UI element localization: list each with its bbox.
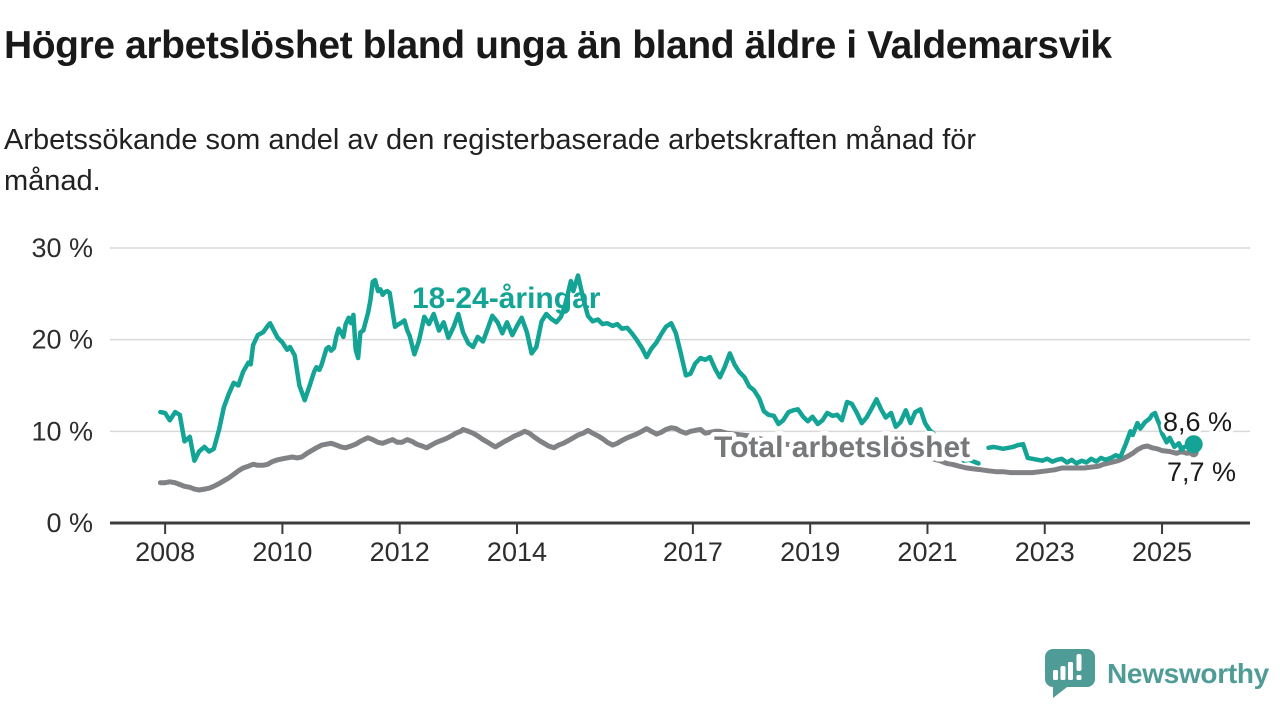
chart-title: Högre arbetslöshet bland unga än bland ä… [4, 24, 1112, 67]
x-tick-label: 2014 [487, 537, 547, 567]
y-tick-label: 30 % [31, 233, 93, 263]
series-label-total: Total arbetslöshet [714, 431, 970, 464]
chart-subtitle: Arbetssökande som andel av den registerb… [4, 120, 1204, 202]
end-value-label-total: 7,7 % [1167, 457, 1236, 487]
x-tick-label: 2017 [663, 537, 723, 567]
y-tick-label: 20 % [31, 325, 93, 355]
exclamation-dot-icon [1076, 675, 1082, 680]
chart-subtitle-line-2: månad. [4, 165, 101, 197]
x-tick-label: 2012 [370, 537, 430, 567]
x-tick-label: 2010 [252, 537, 312, 567]
x-tick-label: 2021 [897, 537, 957, 567]
18-24-aringar-line [961, 457, 981, 466]
end-value-label-youth: 8,6 % [1163, 407, 1232, 437]
newsworthy-icon [1045, 649, 1095, 698]
chart-subtitle-line-1: Arbetssökande som andel av den registerb… [4, 124, 977, 156]
x-tick-label: 2019 [780, 537, 840, 567]
exclamation-bar-icon [1076, 654, 1082, 671]
18-24-aringar-line [986, 410, 1196, 466]
bar-icon-medium [1060, 666, 1066, 680]
series-label-youth: 18-24-åringar [412, 282, 601, 315]
18-24-aringar-end-dot [1184, 435, 1203, 454]
x-tick-label: 2025 [1132, 537, 1192, 567]
total-arbetsloshet-line [157, 425, 1197, 493]
x-tick-label: 2008 [135, 537, 195, 567]
bar-icon-tall [1068, 662, 1073, 680]
18-24-aringar-line [158, 273, 936, 463]
chart-series [157, 273, 1203, 493]
bar-icon-small [1053, 670, 1058, 680]
newsworthy-wordmark: Newsworthy [1107, 658, 1269, 689]
y-tick-label: 0 % [46, 508, 93, 538]
chart-grid: 0 % 10 % 20 % 30 % 2008 2010 2012 2014 2017 2019 2… [31, 233, 1250, 567]
y-tick-label: 10 % [31, 416, 93, 446]
x-tick-label: 2023 [1015, 537, 1075, 567]
newsworthy-logo: Newsworthy [1044, 648, 1269, 700]
speech-bubble-tail [1053, 684, 1071, 698]
